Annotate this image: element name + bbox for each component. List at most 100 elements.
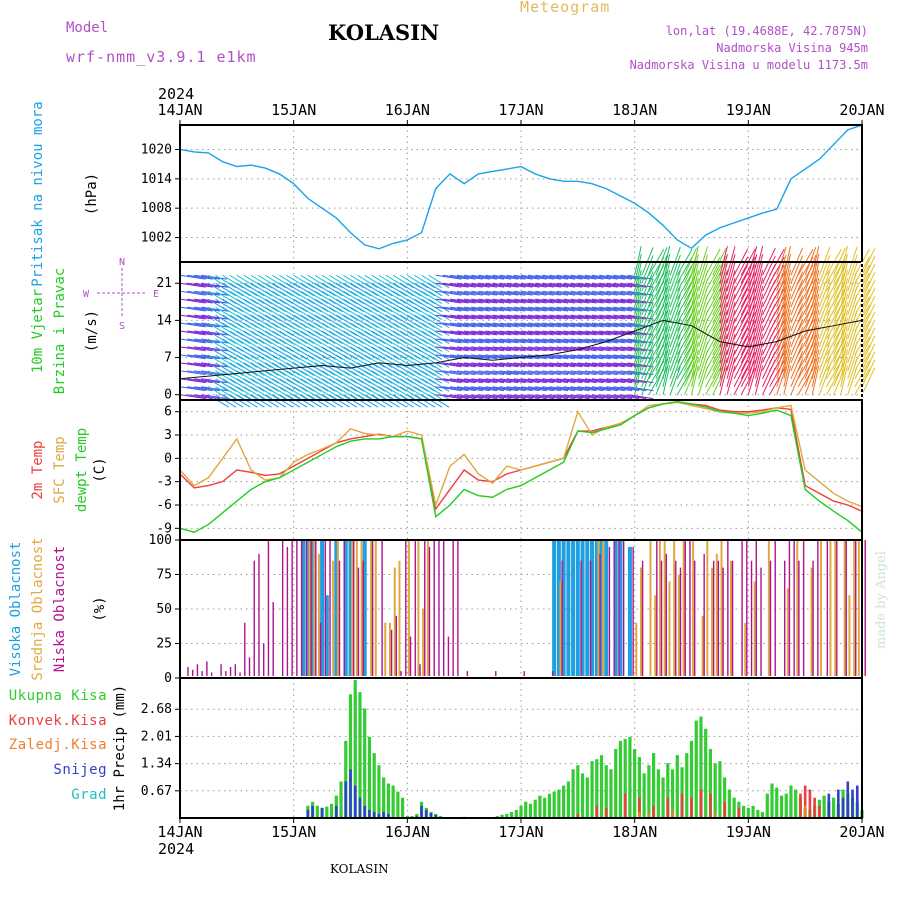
wind-barb — [371, 378, 393, 392]
wind-barb — [314, 298, 336, 313]
wind-barb — [719, 246, 728, 276]
wind-barb — [279, 306, 301, 321]
wind-barb — [627, 290, 654, 296]
wind-barb — [506, 370, 533, 376]
wind-barb — [542, 394, 569, 400]
wind-barb — [847, 310, 858, 340]
cloud-low-bar — [632, 546, 634, 676]
cloud-high-bar — [556, 540, 561, 676]
wind-barb — [364, 274, 386, 289]
wind-barb — [634, 309, 642, 340]
wind-barb — [726, 365, 736, 395]
wind-barb — [456, 314, 483, 320]
y-tick-label: 25 — [156, 637, 172, 652]
wind-barb — [392, 338, 414, 352]
wind-barb — [563, 338, 590, 344]
wind-barb — [613, 370, 640, 376]
wind-barb — [328, 282, 350, 297]
wind-barb — [471, 378, 498, 384]
cloud-high-bar — [566, 540, 571, 676]
cloud-mid-bar — [692, 540, 695, 676]
wind-barb — [243, 282, 265, 297]
cloud-high-bar — [580, 540, 585, 676]
wind-barb — [492, 370, 519, 376]
precip-total-bar — [628, 736, 632, 818]
cloud-mid-bar — [407, 540, 410, 676]
wind-barb — [492, 346, 519, 352]
wind-barb — [428, 306, 450, 321]
wind-barb — [499, 338, 526, 344]
wind-barb — [371, 306, 393, 321]
wind-barb — [449, 322, 476, 328]
wind-barb — [826, 344, 842, 372]
precip-snow-bar — [334, 805, 338, 818]
wind-barb — [187, 362, 213, 368]
wind-barb — [464, 330, 490, 336]
precip-total-bar — [666, 763, 670, 818]
compass-east: E — [153, 289, 159, 300]
lonlat-text: lon,lat (19.4688E, 42.7875N) — [665, 24, 868, 38]
wind-barb — [435, 338, 462, 344]
wind-barb — [399, 314, 421, 329]
wind-barb — [350, 314, 372, 329]
wind-barb — [599, 314, 625, 320]
wind-barb — [208, 306, 230, 321]
cloud-mid-bar — [384, 622, 387, 676]
wind-barb — [634, 293, 642, 324]
wind-barb — [485, 386, 512, 392]
wind-barb — [847, 286, 858, 316]
wind-barb — [336, 354, 358, 368]
wind-barb — [250, 290, 272, 305]
wind-barb — [776, 254, 787, 284]
wind-barb — [350, 338, 372, 352]
wind-barb — [613, 330, 640, 336]
wind-barb — [513, 314, 540, 320]
wind-barb — [307, 322, 329, 337]
cloud-high-bar — [343, 540, 348, 676]
precip-frozen-bar — [803, 805, 807, 818]
wind-barb — [769, 336, 785, 364]
wind-barb — [478, 330, 505, 336]
wind-barb — [492, 290, 519, 296]
wind-barb — [634, 277, 642, 308]
wind-barb — [264, 274, 286, 289]
wind-barb — [762, 255, 776, 284]
wind-barb — [236, 378, 258, 392]
wind-barb — [229, 282, 251, 297]
wind-barb — [435, 362, 462, 368]
wind-barb — [399, 370, 421, 384]
wind-barb — [407, 322, 429, 337]
wind-barb — [343, 322, 365, 337]
wind-barb — [194, 346, 220, 352]
wind-axis-label-1: 10m Vjetar — [30, 289, 46, 373]
cloud-high-bar — [348, 540, 353, 676]
wind-barb — [641, 318, 654, 348]
cloud-mid-bar — [810, 567, 813, 676]
wind-barb — [733, 272, 749, 300]
wind-barb — [641, 263, 654, 292]
wind-barb — [336, 338, 358, 352]
wind-barb — [669, 270, 681, 300]
wind-barb — [641, 255, 654, 284]
wind-barb — [606, 306, 633, 312]
precip-total-bar — [595, 759, 599, 818]
cloud-high-bar — [310, 540, 315, 676]
wind-barb — [279, 330, 301, 344]
wind-barb — [584, 282, 611, 288]
precip-total-bar — [528, 803, 533, 818]
wind-barb — [811, 341, 820, 371]
precip-conv-bar — [803, 785, 807, 818]
wind-barb — [378, 378, 400, 392]
x-label-bottom: 19JAN — [726, 823, 771, 841]
wind-barb — [414, 346, 436, 360]
wind-barb — [442, 362, 469, 368]
cloud-low-bar — [419, 664, 421, 676]
wind-barb — [272, 314, 294, 329]
wind-barb — [300, 362, 322, 376]
wind-barb — [250, 378, 272, 392]
wind-barb — [591, 298, 618, 304]
wind-barb — [818, 270, 831, 300]
wind-barb — [783, 357, 792, 387]
wind-barb — [726, 301, 736, 332]
precip-frozen-bar — [638, 811, 641, 818]
